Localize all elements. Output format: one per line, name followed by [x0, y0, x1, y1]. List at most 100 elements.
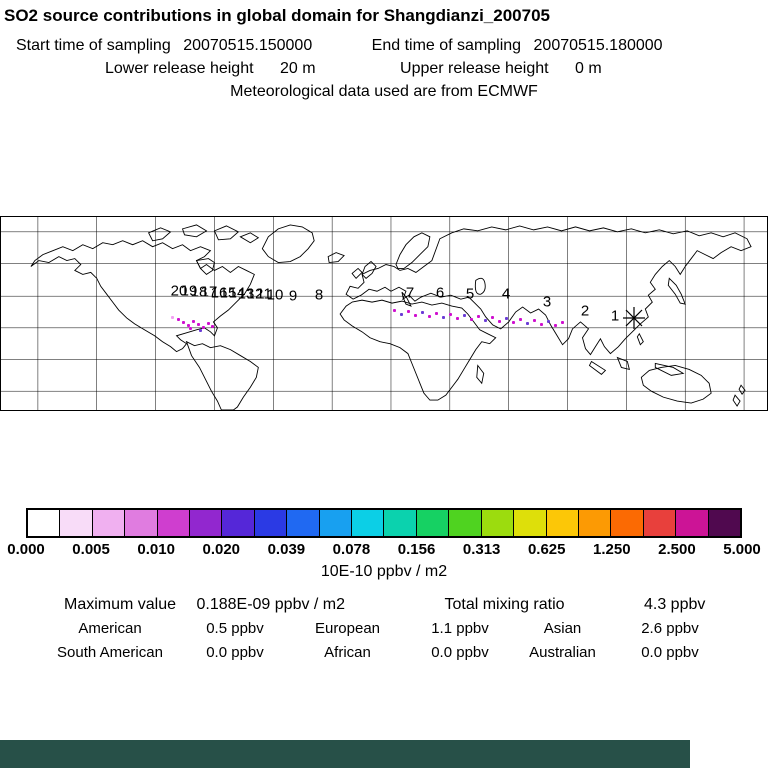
contribution-label: American: [78, 620, 142, 637]
plume-dot: [207, 322, 210, 325]
plume-dot: [540, 323, 543, 326]
plume-dot: [491, 316, 494, 319]
trajectory-hour-marker: 19: [180, 282, 198, 300]
coast-madagascar: [476, 364, 485, 385]
plume-dot: [187, 324, 190, 327]
colorbar-cell: [28, 510, 61, 536]
trajectory-hour-marker: 17: [200, 283, 218, 301]
colorbar-tick-label: 0.039: [267, 541, 306, 558]
max-value-label: Maximum value: [64, 596, 177, 613]
lower-release-height-value: 20 m: [280, 60, 316, 77]
plume-dot: [512, 321, 515, 324]
contribution-value: 1.1 ppbv: [431, 620, 489, 637]
colorbar-cell: [708, 510, 740, 536]
plume-dot: [498, 320, 501, 323]
colorbar-cell: [578, 510, 612, 536]
sampling-times-line: Start time of sampling 20070515.150000 E…: [0, 37, 768, 55]
lower-release-height-label: Lower release height: [105, 60, 254, 77]
plume-dot: [177, 318, 180, 321]
trajectory-hour-marker: 5: [465, 285, 475, 303]
colorbar-cell: [92, 510, 126, 536]
plume-dot: [211, 325, 214, 328]
coast-arctic-island: [239, 232, 260, 244]
colorbar-tick-labels: 0.000 0.005 0.010 0.020 0.039 0.078 0.156 0.313…: [7, 541, 761, 559]
end-time-value: 20070515.180000: [533, 37, 663, 54]
plume-dot: [456, 317, 459, 320]
coast-new-zealand: [738, 384, 746, 395]
max-value: 0.188E-09 ppbv / m2: [196, 596, 346, 613]
contribution-value: 0.5 ppbv: [206, 620, 264, 637]
coast-greenland: [261, 224, 315, 263]
trajectory-hour-marker: 6: [435, 284, 445, 302]
colorbar-units-label: 10E-10 ppbv / m2: [320, 563, 448, 580]
coast-ireland: [351, 267, 363, 280]
colorbar-cell: [416, 510, 450, 536]
total-mixing-ratio-value: 4.3 ppbv: [643, 596, 706, 613]
plume-dot: [533, 319, 536, 322]
colorbar-tick-label: 2.500: [658, 541, 696, 558]
plume-dot: [171, 316, 174, 319]
colorbar-cell: [546, 510, 579, 536]
trajectory-hour-marker: 1: [610, 307, 620, 325]
colorbar-tick-label: 0.020: [202, 541, 241, 558]
plume-dot: [449, 313, 452, 316]
trajectory-hour-marker: 15: [219, 284, 237, 302]
coast-borneo: [616, 356, 630, 371]
plume-dot: [547, 320, 550, 323]
footer-bar: [0, 740, 690, 768]
trajectory-hour-marker: 9: [288, 287, 298, 305]
plume-dot: [192, 320, 195, 323]
plume-dot: [421, 311, 424, 314]
figure-title: SO2 source contributions in global domai…: [4, 6, 550, 25]
plume-dot: [182, 321, 185, 324]
colorbar-cell: [254, 510, 288, 536]
colorbar-cell: [157, 510, 191, 536]
trajectory-hour-marker: 14: [228, 284, 246, 302]
contributions-table: American 0.5 ppbv European 1.1 ppbv Asia…: [0, 620, 768, 661]
trajectory-hour-marker: 2: [580, 302, 590, 320]
colorbar-cell: [125, 510, 158, 536]
trajectory-hour-marker: 7: [405, 284, 415, 302]
coast-arctic-island: [147, 227, 172, 242]
trajectory-hour-marker: 3: [542, 293, 552, 311]
plume-dot: [400, 313, 403, 316]
contribution-label: Asian: [543, 620, 582, 637]
colorbar-cell: [190, 510, 223, 536]
station-marker-icon: [623, 307, 645, 329]
colorbar-tick-label: 0.000: [7, 541, 45, 558]
plume-dot: [428, 315, 431, 318]
plume-dot: [505, 317, 508, 320]
coast-new-zealand: [732, 394, 741, 407]
plume-dot: [197, 323, 200, 326]
contribution-label: European: [314, 620, 381, 637]
release-heights-line: Lower release height 20 m Upper release …: [0, 60, 768, 78]
trajectory-hour-marker: 18: [190, 283, 208, 301]
colorbar-cell: [481, 510, 515, 536]
coast-italy: [401, 291, 412, 307]
coast-caspian: [474, 277, 486, 295]
plume-dot: [189, 327, 192, 330]
plume-dot: [477, 315, 480, 318]
trajectory-hour-marker: 12: [246, 285, 264, 303]
colorbar-tick-label: 0.313: [462, 541, 501, 558]
coast-japan: [667, 277, 686, 305]
upper-release-height-label: Upper release height: [400, 60, 549, 77]
coast-north-america: [30, 240, 255, 353]
plume-dot: [435, 312, 438, 315]
coast-south-america: [185, 340, 259, 410]
plume-dot: [519, 318, 522, 321]
plume-dot: [407, 310, 410, 313]
contribution-label: Australian: [529, 644, 596, 661]
colorbar: [26, 508, 742, 538]
colorbar-cell: [60, 510, 93, 536]
plume-dot: [554, 324, 557, 327]
contribution-label: African: [324, 644, 371, 661]
colorbar-tick-label: 5.000: [723, 541, 761, 558]
coastlines: [30, 224, 752, 410]
colorbar-cell: [643, 510, 677, 536]
contribution-value: 0.0 ppbv: [431, 644, 489, 661]
trajectory-hour-marker: 8: [314, 286, 324, 304]
colorbar-tick-label: 0.005: [72, 541, 110, 558]
map-grid-lines: [1, 217, 767, 410]
world-map-svg: [1, 217, 767, 410]
